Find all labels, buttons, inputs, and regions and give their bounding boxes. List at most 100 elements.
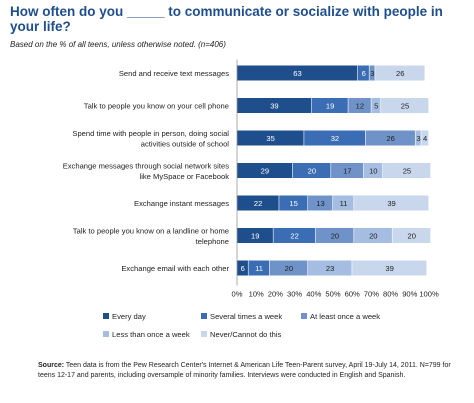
data-label: 39 xyxy=(387,199,395,208)
bar-segment xyxy=(382,163,431,178)
bar-segment xyxy=(311,98,348,113)
data-label: 25 xyxy=(401,102,409,111)
data-label: 17 xyxy=(343,167,351,176)
bar-segment xyxy=(421,130,429,146)
data-label: 12 xyxy=(356,102,364,111)
bar-segment xyxy=(331,163,364,178)
data-label: 6 xyxy=(362,69,366,78)
bar-segment xyxy=(348,98,371,113)
source-text: Teen data is from the Pew Research Cente… xyxy=(38,362,451,379)
source-note: Source: Teen data is from the Pew Resear… xyxy=(38,361,458,381)
x-tick-label: 80% xyxy=(383,290,398,299)
bar-segment xyxy=(352,260,427,276)
source-label: Source: xyxy=(38,362,65,369)
x-axis: 0% 10% 20% 30% 40% 50% 60% 70% 80% 90% 100% xyxy=(232,59,439,299)
bar-segment xyxy=(237,65,358,81)
bar-segment xyxy=(369,65,375,81)
category-label: Exchange messages through social network… xyxy=(63,161,230,170)
data-label: 10 xyxy=(369,167,377,176)
x-tick-label: 30% xyxy=(287,290,302,299)
x-tick-label: 90% xyxy=(402,290,417,299)
bar-segment xyxy=(308,260,352,276)
bar-segment xyxy=(237,260,248,276)
data-label: 26 xyxy=(386,134,394,143)
bar-segment xyxy=(237,130,304,146)
data-label: 39 xyxy=(385,264,393,273)
data-label: 3 xyxy=(416,134,420,143)
legend-entry: At least once a week xyxy=(310,312,380,321)
category-label: Talk to people you know on your cell pho… xyxy=(84,102,229,111)
category-label: Spend time with people in person, doing … xyxy=(72,129,229,138)
x-tick-label: 40% xyxy=(306,290,321,299)
bar-segment xyxy=(237,163,293,178)
data-label: 26 xyxy=(396,69,404,78)
data-label: 19 xyxy=(326,102,334,111)
bar-segment xyxy=(365,130,415,146)
legend-swatch xyxy=(103,313,109,319)
bar-segment xyxy=(273,228,316,243)
bar-segment xyxy=(304,130,366,146)
chart-title: How often do you _____ to communicate or… xyxy=(10,4,443,34)
legend-swatch xyxy=(201,313,207,319)
bar-segment xyxy=(392,228,431,243)
legend-entry: Never/Cannot do this xyxy=(210,330,282,339)
bar-segment xyxy=(248,260,270,276)
category-label: Talk to people you know on a landline or… xyxy=(73,226,229,235)
bar-segment xyxy=(371,98,381,113)
bar-segment xyxy=(237,98,312,113)
bar-segment xyxy=(308,195,333,211)
category-label: Exchange instant messages xyxy=(134,199,229,208)
category-label: Send and receive text messages xyxy=(119,69,229,78)
data-label: 20 xyxy=(369,232,377,241)
data-label: 35 xyxy=(266,134,274,143)
data-label: 5 xyxy=(374,102,378,111)
category-label: telephone xyxy=(196,237,229,246)
data-label: 3 xyxy=(370,69,374,78)
x-tick-label: 10% xyxy=(249,290,264,299)
category-label: activities outside of school xyxy=(141,139,230,148)
bar-segment xyxy=(237,195,279,211)
legend-swatch xyxy=(103,331,109,337)
category-labels: Send and receive text messages Talk to pe… xyxy=(63,69,230,273)
bar-segment xyxy=(333,195,354,211)
data-label: 6 xyxy=(241,264,245,273)
data-label: 22 xyxy=(254,199,262,208)
legend-entry: Every day xyxy=(112,312,146,321)
data-label: 11 xyxy=(255,264,263,273)
chart-subtitle: Based on the % of all teens, unless othe… xyxy=(10,40,226,49)
bar-segment xyxy=(354,195,429,211)
x-tick-label: 60% xyxy=(345,290,360,299)
data-label: 22 xyxy=(290,232,298,241)
data-label: 32 xyxy=(331,134,339,143)
data-label: 20 xyxy=(331,232,339,241)
legend-swatch xyxy=(301,313,307,319)
bar-segment xyxy=(269,260,308,276)
bar-segment xyxy=(357,65,369,81)
bar-segment xyxy=(415,130,421,146)
category-label: Exchange email with each other xyxy=(121,264,229,273)
data-label: 39 xyxy=(270,102,278,111)
data-label: 19 xyxy=(251,232,259,241)
bar-segment xyxy=(363,163,383,178)
x-tick-label: 100% xyxy=(419,290,439,299)
bar-segment xyxy=(354,228,392,243)
legend-swatch xyxy=(201,331,207,337)
bar-segment xyxy=(292,163,331,178)
legend-entry: Less than once a week xyxy=(112,330,190,339)
x-tick-label: 50% xyxy=(325,290,340,299)
bar-segment xyxy=(375,65,425,81)
x-tick-label: 20% xyxy=(268,290,283,299)
bar-segment xyxy=(315,228,354,243)
data-label: 29 xyxy=(261,167,269,176)
legend: Every day Several times a week At least on… xyxy=(103,312,380,339)
bar-segment xyxy=(381,98,429,113)
x-tick-label: 0% xyxy=(232,290,243,299)
data-label: 15 xyxy=(289,199,297,208)
data-label: 25 xyxy=(403,167,411,176)
bar-segment xyxy=(237,228,273,243)
data-label: 20 xyxy=(285,264,293,273)
bar-segment xyxy=(279,195,308,211)
data-label: 20 xyxy=(407,232,415,241)
data-label: 20 xyxy=(308,167,316,176)
